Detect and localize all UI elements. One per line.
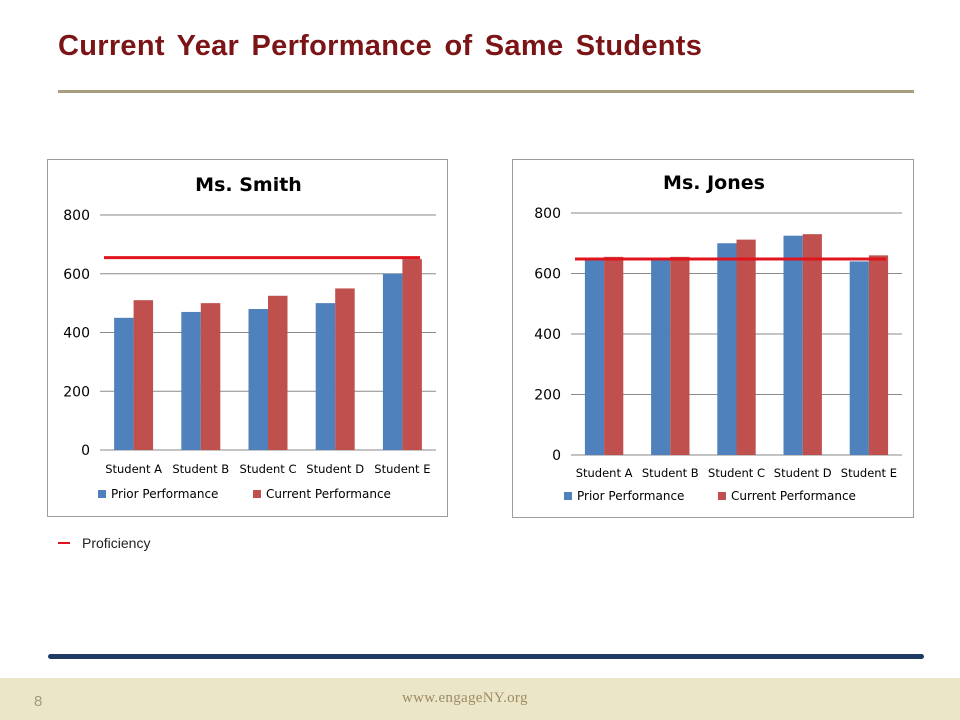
bar-current xyxy=(604,256,624,455)
y-tick-label: 800 xyxy=(534,206,561,222)
bar-current xyxy=(402,259,422,450)
y-tick-label: 600 xyxy=(63,267,90,283)
page-number: 8 xyxy=(34,693,43,710)
proficiency-note-label: Proficiency xyxy=(82,535,151,551)
y-tick-label: 200 xyxy=(63,384,90,400)
bar-prior xyxy=(584,258,605,455)
proficiency-line-swatch xyxy=(58,542,70,544)
x-tick-label: Student A xyxy=(576,466,633,480)
x-tick-label: Student A xyxy=(105,462,162,476)
chart-title: Ms. Smith xyxy=(195,174,302,196)
bar-current xyxy=(670,256,690,455)
y-tick-label: 0 xyxy=(552,448,561,464)
bar-current xyxy=(736,239,756,455)
chart-ms-jones-svg: Ms. Jones 0 200 400 600 800 Student A Student B… xyxy=(534,172,902,503)
y-tick-label: 400 xyxy=(534,327,561,343)
x-tick-label: Student E xyxy=(841,466,897,480)
x-tick-label: Student D xyxy=(306,462,364,476)
bar-prior xyxy=(651,258,671,455)
legend-swatch-prior xyxy=(564,492,572,500)
bar-current xyxy=(802,234,822,455)
chart-ms-smith: Ms. Smith 0 200 400 600 800 Student A Student B… xyxy=(47,159,448,517)
x-tick-label: Student C xyxy=(240,462,297,476)
x-tick-label: Student E xyxy=(374,462,430,476)
legend-swatch-prior xyxy=(98,490,106,498)
x-tick-label: Student B xyxy=(642,466,699,480)
x-tick-label: Student B xyxy=(172,462,229,476)
slide-title: Current Year Performance of Same Student… xyxy=(58,30,703,62)
legend-swatch-current xyxy=(253,490,261,498)
legend-label: Prior Performance xyxy=(577,489,684,503)
title-divider xyxy=(58,90,914,93)
y-tick-label: 0 xyxy=(81,443,90,459)
x-tick-label: Student C xyxy=(708,466,765,480)
footer-band xyxy=(0,678,960,720)
bar-prior xyxy=(783,235,803,455)
y-tick-label: 200 xyxy=(534,388,561,404)
legend-label: Current Performance xyxy=(266,487,391,501)
y-tick-label: 400 xyxy=(63,326,90,342)
legend-swatch-current xyxy=(718,492,726,500)
footer-url[interactable]: www.engageNY.org xyxy=(402,690,528,706)
proficiency-note: Proficiency xyxy=(58,534,150,552)
bar-prior xyxy=(717,243,737,455)
bar-current xyxy=(268,295,288,450)
bar-current xyxy=(133,300,154,450)
bar-current xyxy=(868,255,889,455)
bar-prior xyxy=(114,317,134,450)
chart-title: Ms. Jones xyxy=(663,172,765,194)
bar-prior xyxy=(181,311,201,450)
y-tick-label: 600 xyxy=(534,267,561,283)
legend-label: Current Performance xyxy=(731,489,856,503)
bar-current xyxy=(335,288,355,450)
bar-prior xyxy=(248,309,268,450)
bar-current xyxy=(200,303,221,450)
bottom-divider xyxy=(48,654,924,659)
bar-prior xyxy=(849,261,869,455)
bar-prior xyxy=(315,303,336,450)
y-tick-label: 800 xyxy=(63,208,90,224)
x-tick-label: Student D xyxy=(774,466,832,480)
chart-ms-jones: Ms. Jones 0 200 400 600 800 Student A Student B… xyxy=(512,159,914,518)
chart-ms-smith-svg: Ms. Smith 0 200 400 600 800 Student A Student B… xyxy=(63,174,436,501)
bar-prior xyxy=(382,273,403,450)
legend-label: Prior Performance xyxy=(111,487,218,501)
